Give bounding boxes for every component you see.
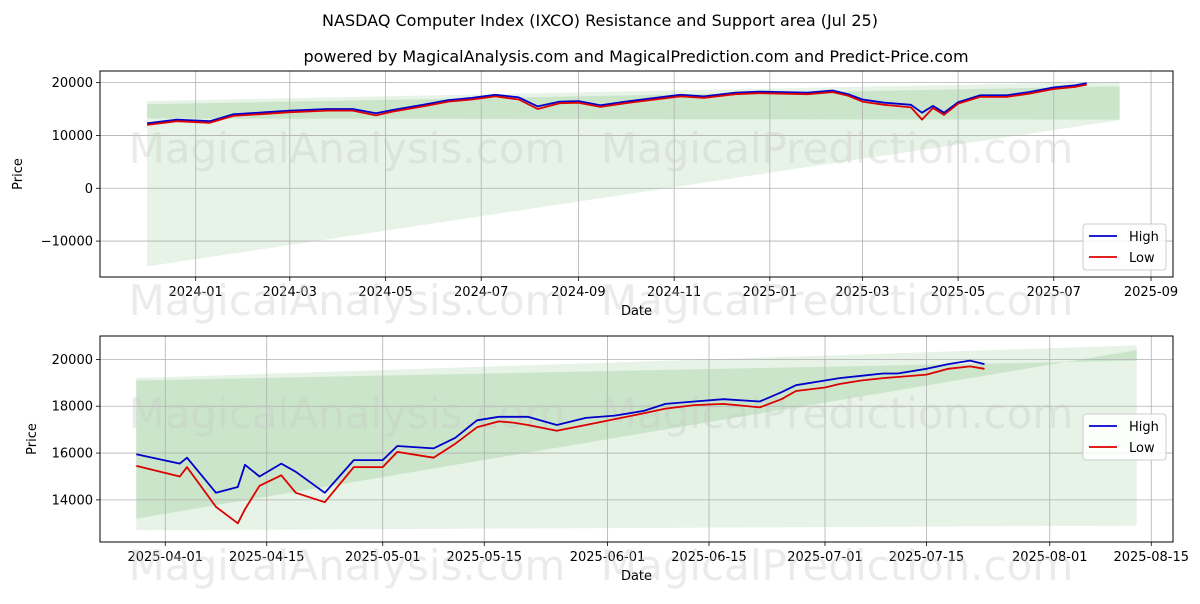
- bottom-chart-panel: 2025-04-01 2025-04-15 2025-05-01 2025-05-15…: [25, 335, 1189, 590]
- x-tick-label: 2025-05-01: [345, 550, 421, 565]
- watermark-text: MagicalAnalysis.com: [129, 276, 566, 325]
- watermark-text: MagicalPrediction.com: [601, 276, 1074, 325]
- y-tick-label: 18000: [52, 400, 93, 415]
- watermark-text: MagicalPrediction.com: [601, 124, 1074, 173]
- x-tick-label: 2024-07: [454, 285, 508, 300]
- y-tick-label: 20000: [52, 76, 93, 91]
- watermark-text: MagicalPrediction.com: [601, 389, 1074, 438]
- high-series-line: [136, 359, 985, 494]
- legend-label: High: [1129, 420, 1159, 435]
- chart-subtitle: powered by MagicalAnalysis.com and Magic…: [303, 47, 968, 66]
- y-tick-label: 16000: [52, 447, 93, 462]
- support-resistance-band: [136, 345, 1137, 531]
- x-tick-label: 2025-06-01: [570, 550, 646, 565]
- axes-frame: [99, 70, 1174, 278]
- watermark-text: MagicalAnalysis.com: [129, 541, 566, 590]
- y-tick-label: 10000: [52, 129, 93, 144]
- low-series-line: [146, 83, 1087, 126]
- watermark-text: MagicalAnalysis.com: [129, 389, 566, 438]
- legend-label: High: [1129, 230, 1159, 245]
- x-tick-label: 2025-07-01: [787, 550, 863, 565]
- x-tick-label: 2025-09: [1124, 285, 1178, 300]
- watermark-text: MagicalPrediction.com: [601, 541, 1074, 590]
- x-tick-label: 2024-11: [647, 285, 701, 300]
- top-chart-panel: 2024-01 2024-03 2024-05 2024-07 2024-09 2024-…: [11, 70, 1178, 325]
- x-axis-label: Date: [621, 304, 652, 319]
- x-tick-label: 2025-05-15: [446, 550, 522, 565]
- x-tick-label: 2024-01: [169, 285, 223, 300]
- x-tick-label: 2025-01: [743, 285, 797, 300]
- x-tick-label: 2025-07: [1027, 285, 1081, 300]
- x-tick-label: 2025-08-15: [1113, 550, 1189, 565]
- legend-label: Low: [1129, 441, 1155, 456]
- x-tick-label: 2025-04-01: [127, 550, 203, 565]
- x-tick-label: 2024-05: [358, 285, 412, 300]
- y-axis-label: Price: [11, 158, 26, 190]
- y-tick-label: −10000: [41, 235, 93, 250]
- legend-label: Low: [1129, 251, 1155, 266]
- watermark-text: MagicalAnalysis.com: [129, 124, 566, 173]
- x-tick-label: 2025-04-15: [229, 550, 305, 565]
- x-tick-label: 2025-05: [931, 285, 985, 300]
- x-tick-label: 2025-08-01: [1012, 550, 1088, 565]
- high-series-line: [146, 82, 1087, 125]
- x-tick-label: 2025-07-15: [889, 550, 965, 565]
- x-axis-label: Date: [621, 569, 652, 584]
- y-tick-label: 14000: [52, 493, 93, 508]
- x-tick-label: 2025-03: [835, 285, 889, 300]
- x-tick-label: 2024-09: [551, 285, 605, 300]
- y-axis-label: Price: [25, 423, 40, 455]
- support-resistance-band: [147, 81, 1120, 267]
- support-resistance-band: [136, 350, 1137, 519]
- y-tick-label: 0: [85, 182, 93, 197]
- x-tick-label: 2025-06-15: [671, 550, 747, 565]
- x-tick-label: 2024-03: [263, 285, 317, 300]
- axes-frame: [99, 335, 1174, 543]
- low-series-line: [136, 365, 985, 525]
- y-tick-label: 20000: [52, 353, 93, 368]
- chart-title: NASDAQ Computer Index (IXCO) Resistance …: [322, 11, 878, 30]
